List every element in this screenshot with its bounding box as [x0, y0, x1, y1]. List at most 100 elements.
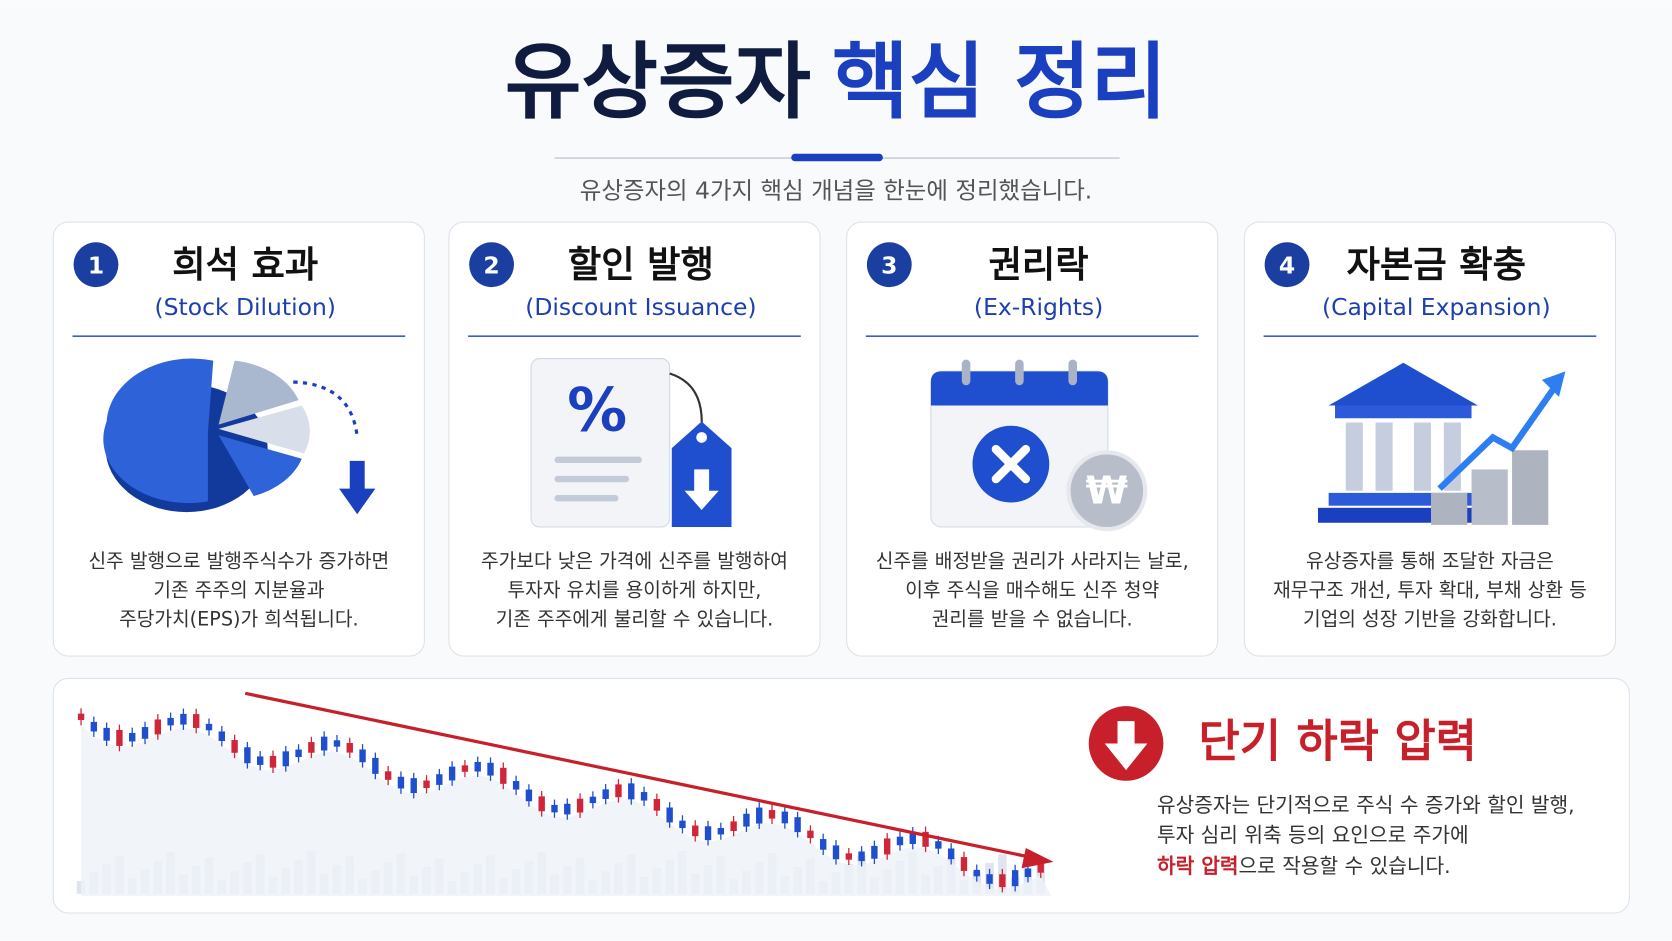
card-description: 주당가치(EPS)가 희석됩니다.	[119, 607, 359, 630]
candle-body	[129, 732, 136, 742]
summary-line: 투자 심리 위축 등의 요인으로 주가에	[1157, 823, 1469, 847]
candle-body	[871, 845, 878, 859]
candle-body	[692, 825, 699, 837]
candle-body	[167, 717, 174, 726]
title: 유상증자 핵심 정리	[505, 34, 1167, 131]
title-blue: 핵심 정리	[832, 34, 1167, 131]
trend-arrowhead	[1021, 847, 1054, 869]
candle-body	[717, 828, 725, 835]
candle-body	[269, 755, 277, 768]
price-area	[81, 725, 1052, 896]
candle-body	[576, 798, 584, 813]
card-number: 1	[88, 251, 104, 279]
candle-body	[308, 742, 315, 753]
candle-body	[832, 845, 840, 860]
card-description: 기업의 성장 기반을 강화합니다.	[1303, 607, 1557, 630]
card-number-badge	[1264, 242, 1310, 288]
card-title: 권리락	[989, 243, 1089, 286]
card-title: 할인 발행	[568, 243, 714, 286]
down-arrow	[1104, 721, 1148, 771]
candle-body	[999, 874, 1006, 888]
candle-body	[436, 774, 443, 785]
candle-body	[333, 740, 341, 747]
card-description: 주가보다 낮은 가격에 신주를 발행하여	[481, 550, 788, 573]
summary-end: 으로 작용할 수 있습니다.	[1239, 854, 1451, 878]
card-number: 4	[1279, 251, 1295, 279]
candle-body	[512, 781, 520, 790]
candle-body	[628, 783, 635, 800]
summary-line: 유상증자는 단기적으로 주식 수 증가와 할인 발행,	[1157, 793, 1575, 817]
candle-body	[947, 848, 955, 860]
card-title: 자본금 확충	[1347, 243, 1526, 286]
candle-body	[359, 749, 366, 763]
candle-body	[986, 874, 993, 884]
percent-sign: %	[567, 377, 627, 446]
candle-body	[781, 811, 789, 824]
candle-body	[653, 798, 661, 811]
candle-body	[205, 723, 213, 731]
candle-body	[461, 765, 469, 772]
card-title: 희석 효과	[172, 243, 318, 286]
candle-body	[193, 714, 200, 728]
card-description: 신주를 배정받을 권리가 사라지는 날로,	[876, 550, 1189, 573]
title-dark: 유상증자	[505, 34, 811, 131]
candle-body	[704, 826, 712, 841]
candle-body	[372, 757, 379, 774]
candle-body	[730, 821, 737, 831]
candle-body	[256, 756, 264, 765]
candle-body	[116, 729, 123, 746]
candle-body	[244, 747, 251, 764]
card-description: 재무구조 개선, 투자 확대, 부채 상환 등	[1273, 578, 1587, 601]
candle-body	[883, 838, 891, 855]
candle-body	[487, 762, 494, 776]
candle-body	[103, 727, 110, 741]
candle-body	[180, 713, 187, 725]
candle-body	[525, 789, 533, 802]
candle-body	[551, 804, 558, 813]
card-description: 기존 주주의 지분율과	[153, 578, 324, 601]
decorative-stock-chart	[76, 691, 1054, 896]
candle-body	[589, 796, 597, 804]
card-number-badge	[866, 242, 912, 288]
card-description: 신주 발행으로 발행주식수가 증가하면	[88, 550, 389, 573]
candle-body	[922, 831, 929, 847]
candle-body	[538, 796, 545, 812]
won-sign: ₩	[1086, 468, 1128, 513]
candle-body	[77, 713, 85, 721]
candle-body	[973, 869, 980, 877]
candle-body	[500, 767, 507, 784]
candle-body	[756, 807, 763, 824]
card-description: 유상증자를 통해 조달한 자금은	[1306, 550, 1554, 573]
title-accent	[791, 153, 883, 162]
candle-body	[448, 766, 456, 781]
candle-body	[1011, 870, 1019, 887]
candle-body	[820, 839, 827, 850]
candle-body	[743, 813, 750, 827]
candle-body	[474, 761, 481, 772]
candle-body	[807, 830, 814, 839]
candle-body	[1024, 868, 1032, 878]
bank-icon	[1317, 362, 1566, 525]
candle-body	[858, 851, 865, 862]
card-subtitle: (Discount Issuance)	[525, 293, 756, 321]
candle-body	[320, 736, 328, 751]
candle-body	[282, 751, 289, 767]
candle-body	[896, 836, 904, 846]
trend-line	[244, 691, 1033, 860]
card-number: 2	[483, 251, 499, 279]
card-number: 3	[881, 251, 897, 279]
summary-highlight: 하락 압력	[1157, 854, 1239, 878]
candle-body	[768, 810, 776, 819]
subtitle: 유상증자의 4가지 핵심 개념을 한눈에 정리했습니다.	[580, 177, 1092, 205]
candle-body	[960, 857, 968, 871]
summary-line: 하락 압력으로 작용할 수 있습니다.	[1157, 854, 1451, 878]
card-number-badge	[73, 242, 119, 288]
candle-body	[346, 742, 353, 753]
candle-body	[564, 803, 571, 815]
candle-body	[384, 771, 392, 780]
card-subtitle: (Ex-Rights)	[974, 293, 1103, 321]
candle-body	[397, 776, 405, 789]
candle-body	[218, 731, 225, 742]
